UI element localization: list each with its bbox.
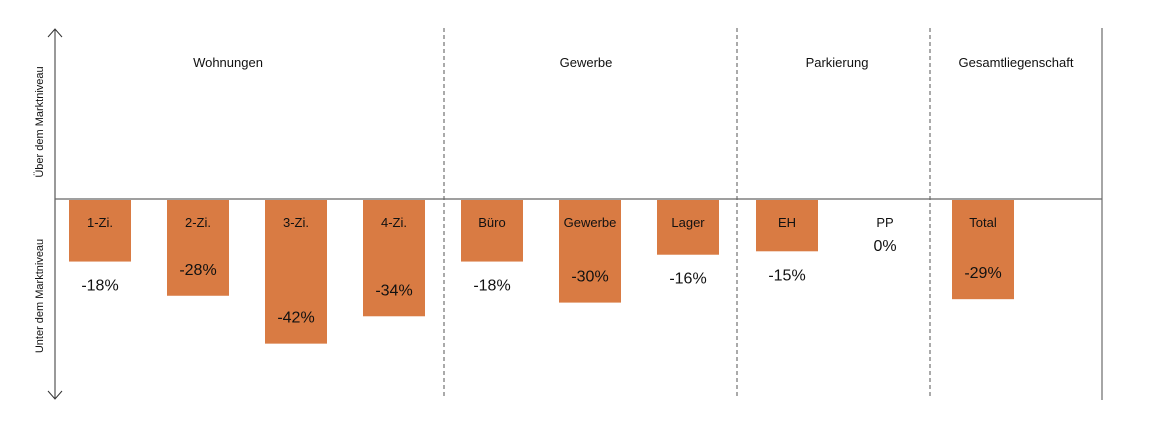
value-label-gewerbe: -30% <box>571 269 608 286</box>
bar-eh <box>756 200 818 252</box>
value-label-büro: -18% <box>473 278 510 295</box>
bar-1-zi <box>69 200 131 262</box>
category-label-eh: EH <box>778 215 796 230</box>
category-label-1-zi: 1-Zi. <box>87 215 113 230</box>
category-label-3-zi: 3-Zi. <box>283 215 309 230</box>
y-axis-arrow-down <box>47 390 63 400</box>
bar-series <box>69 200 1014 344</box>
group-header-parkierung: Parkierung <box>806 55 869 70</box>
bar-labels: 1-Zi. -18% 2-Zi. -28% 3-Zi. -42% 4-Zi. -34% Büro… <box>81 215 1001 327</box>
value-label-lager: -16% <box>669 271 706 288</box>
category-label-2-zi: 2-Zi. <box>185 215 211 230</box>
bar-3-zi <box>265 200 327 344</box>
group-header-gesamtliegenschaft: Gesamtliegenschaft <box>959 55 1074 70</box>
group-header-wohnungen: Wohnungen <box>193 55 263 70</box>
category-label-gewerbe: Gewerbe <box>564 215 617 230</box>
value-label-total: -29% <box>964 265 1001 282</box>
bar-lager <box>657 200 719 255</box>
value-label-1-zi: -18% <box>81 278 118 295</box>
bar-gewerbe <box>559 200 621 303</box>
category-label-büro: Büro <box>478 215 505 230</box>
value-label-2-zi: -28% <box>179 262 216 279</box>
bar-total <box>952 200 1014 300</box>
value-label-4-zi: -34% <box>375 282 412 299</box>
y-axis-arrow-up <box>47 28 63 38</box>
bar-2-zi <box>167 200 229 296</box>
value-label-eh: -15% <box>768 267 805 284</box>
value-label-3-zi: -42% <box>277 310 314 327</box>
y-axis-label-below: Unter dem Marktniveau <box>34 239 46 353</box>
bar-büro <box>461 200 523 262</box>
y-axis-label-above: Über dem Marktniveau <box>34 66 46 177</box>
category-label-lager: Lager <box>671 215 705 230</box>
category-label-4-zi: 4-Zi. <box>381 215 407 230</box>
category-label-total: Total <box>969 215 997 230</box>
category-label-pp: PP <box>876 215 893 230</box>
group-header-gewerbe: Gewerbe <box>560 55 613 70</box>
value-label-pp: 0% <box>873 238 896 255</box>
bar-4-zi <box>363 200 425 317</box>
